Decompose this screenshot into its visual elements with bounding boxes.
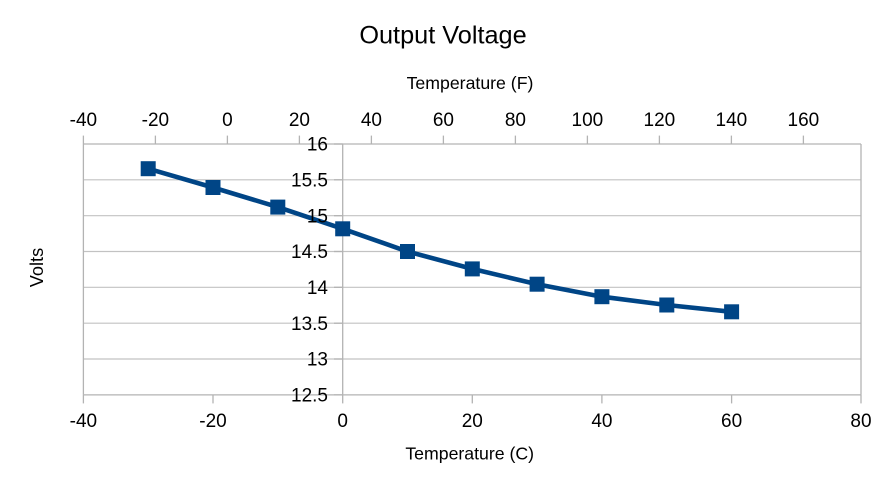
- svg-text:80: 80: [505, 110, 526, 131]
- svg-text:160: 160: [788, 110, 820, 131]
- svg-text:14: 14: [307, 278, 329, 299]
- svg-text:16: 16: [307, 135, 328, 156]
- svg-text:Temperature (C): Temperature (C): [405, 444, 534, 464]
- svg-text:15: 15: [307, 206, 328, 227]
- svg-text:13: 13: [307, 350, 328, 371]
- svg-text:13.5: 13.5: [291, 314, 328, 335]
- svg-text:-40: -40: [70, 110, 97, 131]
- svg-text:80: 80: [850, 411, 871, 432]
- svg-text:-20: -20: [199, 411, 226, 432]
- svg-text:40: 40: [361, 110, 382, 131]
- svg-text:20: 20: [462, 411, 483, 432]
- svg-text:40: 40: [591, 411, 612, 432]
- svg-text:0: 0: [337, 411, 348, 432]
- svg-text:0: 0: [222, 110, 233, 131]
- svg-text:14.5: 14.5: [291, 242, 328, 263]
- svg-text:100: 100: [572, 110, 604, 131]
- svg-text:12.5: 12.5: [291, 386, 328, 407]
- svg-text:Output Voltage: Output Voltage: [359, 22, 526, 50]
- svg-text:Temperature (F): Temperature (F): [407, 73, 534, 93]
- svg-text:120: 120: [644, 110, 676, 131]
- svg-text:20: 20: [289, 110, 310, 131]
- svg-text:60: 60: [721, 411, 742, 432]
- svg-text:15.5: 15.5: [291, 170, 328, 191]
- svg-text:140: 140: [716, 110, 748, 131]
- svg-text:60: 60: [433, 110, 454, 131]
- svg-text:-20: -20: [142, 110, 169, 131]
- svg-text:-40: -40: [70, 411, 97, 432]
- svg-text:Volts: Volts: [27, 248, 47, 287]
